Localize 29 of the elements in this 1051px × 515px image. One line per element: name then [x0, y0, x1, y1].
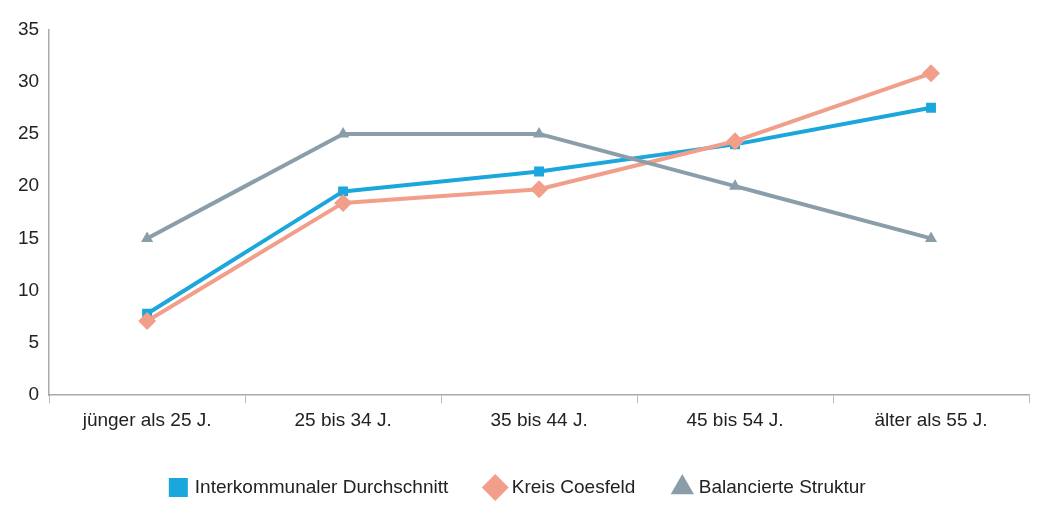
y-tick-label: 15: [17, 226, 40, 248]
legend-label: Kreis Coesfeld: [511, 475, 636, 497]
x-tick-label: älter als 55 J.: [874, 408, 988, 430]
y-tick-label: 30: [17, 69, 40, 91]
point: [533, 126, 546, 138]
point: [530, 180, 549, 199]
point: [338, 186, 349, 197]
point: [728, 179, 742, 190]
point: [924, 231, 938, 242]
y-tick-label: 35: [17, 17, 40, 39]
point: [726, 132, 745, 151]
x-tick-label: 35 bis 44 J.: [490, 408, 588, 430]
legend-label: Interkommunaler Durchschnitt: [194, 475, 449, 497]
y-tick-label: 10: [17, 278, 40, 300]
point: [922, 64, 941, 83]
point: [534, 166, 545, 177]
x-tick-label: 25 bis 34 J.: [294, 408, 392, 430]
point: [334, 193, 353, 212]
point: [337, 126, 350, 138]
y-tick-label: 5: [28, 331, 40, 353]
x-tick-label: jünger als 25 J.: [81, 408, 212, 430]
point: [138, 312, 157, 330]
point: [141, 231, 154, 242]
y-tick-label: 0: [28, 383, 40, 405]
x-tick-label: 45 bis 54 J.: [686, 408, 784, 430]
y-tick-label: 25: [17, 122, 40, 144]
y-tick-label: 20: [17, 174, 40, 196]
point: [926, 102, 936, 113]
legend-label: Balancierte Struktur: [698, 475, 867, 497]
